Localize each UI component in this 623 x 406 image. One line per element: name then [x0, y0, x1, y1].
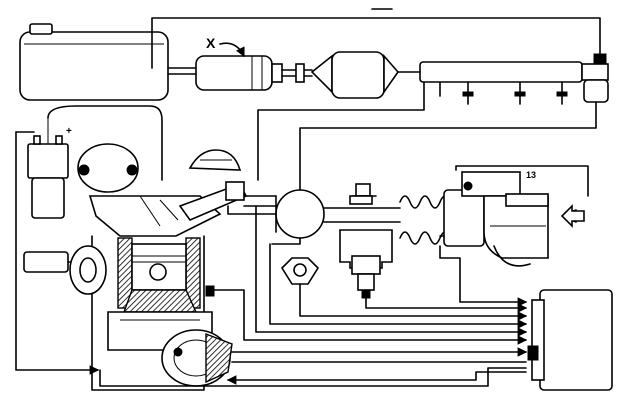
- engine-block: [91, 235, 205, 391]
- ht-lead: [47, 105, 163, 181]
- component-x-label: X: [206, 35, 216, 51]
- engine-control-unit: [527, 289, 613, 391]
- flywheel: [161, 329, 233, 387]
- knock-sensor: [23, 245, 107, 295]
- flex-hose-upper: [399, 195, 451, 209]
- air-intake-direction-arrow: [560, 204, 585, 228]
- fuel-pump: [195, 55, 283, 91]
- throttle-body-tube: [323, 207, 401, 223]
- fuel-filter: [310, 51, 400, 99]
- air-box-outline-top: [455, 165, 589, 197]
- ignition-coil: [27, 118, 69, 219]
- pressure-regulator: [581, 53, 609, 103]
- intake-tube: [243, 195, 277, 207]
- throttle-valve: [349, 183, 377, 205]
- return-line-to-tank: [151, 17, 601, 69]
- component-13-label: 13: [526, 170, 536, 180]
- line-coupling: [295, 63, 305, 83]
- intake-plenum: [275, 189, 325, 239]
- idle-air-control-valve: [351, 255, 381, 299]
- fuel-tank: [19, 23, 169, 101]
- pressure-sensor: [280, 257, 320, 285]
- ignition-terminal-label: +: [66, 126, 72, 137]
- regulator-vacuum-line: [299, 101, 597, 193]
- camshaft-housing-right: [188, 149, 242, 171]
- rail-supply-line: [257, 81, 425, 181]
- camshaft-housing-left: [77, 143, 139, 193]
- component-x-leader: [219, 42, 245, 58]
- flex-hose-lower: [399, 231, 451, 245]
- ecu-wiring-harness: [99, 205, 528, 387]
- air-cleaner: [483, 193, 549, 267]
- plenum-drain-line: [271, 237, 301, 245]
- temp-sensor: [205, 285, 215, 297]
- fuel-rail: [419, 61, 583, 105]
- coil-signal-line: [15, 131, 100, 375]
